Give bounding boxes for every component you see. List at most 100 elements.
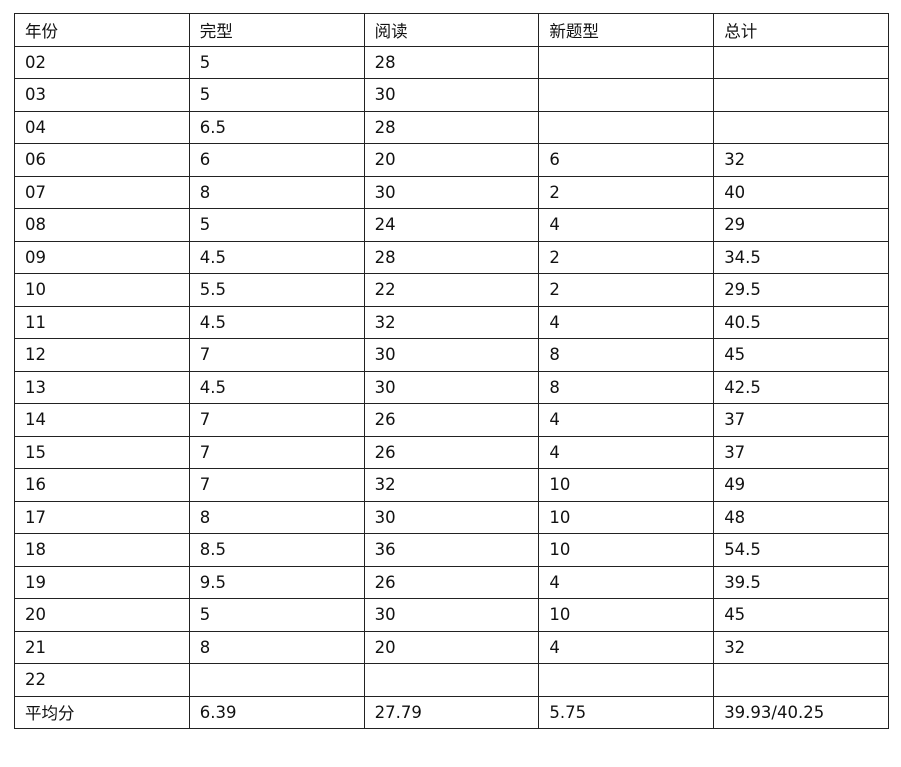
column-header-cloze: 完型	[188, 13, 365, 47]
cell-year: 04	[14, 110, 190, 144]
table-row: 02 5 28	[14, 45, 889, 79]
cell-year: 17	[14, 500, 190, 534]
cell-reading: 36	[363, 533, 540, 567]
cell-cloze: 6.39	[188, 695, 365, 729]
table-row: 13 4.5 30 8 42.5	[14, 370, 889, 404]
cell-cloze: 6.5	[188, 110, 365, 144]
column-header-reading: 阅读	[363, 13, 540, 47]
cell-cloze: 9.5	[188, 565, 365, 599]
cell-cloze: 5	[188, 78, 365, 112]
cell-year: 03	[14, 78, 190, 112]
cell-year: 08	[14, 208, 190, 242]
table-row: 15 7 26 4 37	[14, 435, 889, 469]
cell-total: 37	[713, 435, 889, 469]
column-header-year: 年份	[14, 13, 190, 47]
cell-year: 平均分	[14, 695, 190, 729]
table-row: 16 7 32 10 49	[14, 468, 889, 502]
cell-year: 22	[14, 663, 190, 697]
cell-new-type: 6	[538, 143, 715, 177]
cell-cloze: 5	[188, 208, 365, 242]
cell-reading: 28	[363, 45, 540, 79]
table-row: 03 5 30	[14, 78, 889, 112]
cell-new-type: 2	[538, 240, 715, 274]
cell-reading: 30	[363, 175, 540, 209]
cell-new-type: 2	[538, 175, 715, 209]
score-table: 年份 完型 阅读 新题型 总计 02 5 28 03 5 30 04 6.5 28 06 6 20 6 32 07 8 3…	[14, 13, 889, 729]
average-row: 平均分 6.39 27.79 5.75 39.93/40.25	[14, 695, 889, 729]
column-header-new-type: 新题型	[538, 13, 715, 47]
table-row: 21 8 20 4 32	[14, 630, 889, 664]
table-row: 07 8 30 2 40	[14, 175, 889, 209]
cell-new-type: 4	[538, 630, 715, 664]
cell-total: 54.5	[713, 533, 889, 567]
cell-total	[713, 110, 889, 144]
cell-new-type: 8	[538, 338, 715, 372]
table-row: 10 5.5 22 2 29.5	[14, 273, 889, 307]
cell-reading: 20	[363, 630, 540, 664]
cell-reading: 26	[363, 435, 540, 469]
cell-year: 21	[14, 630, 190, 664]
cell-reading	[363, 663, 540, 697]
table-row: 11 4.5 32 4 40.5	[14, 305, 889, 339]
cell-year: 19	[14, 565, 190, 599]
cell-total: 42.5	[713, 370, 889, 404]
cell-cloze: 7	[188, 435, 365, 469]
cell-cloze	[188, 663, 365, 697]
cell-reading: 30	[363, 338, 540, 372]
cell-cloze: 6	[188, 143, 365, 177]
table-row: 08 5 24 4 29	[14, 208, 889, 242]
cell-total	[713, 45, 889, 79]
cell-year: 15	[14, 435, 190, 469]
cell-cloze: 8	[188, 175, 365, 209]
cell-new-type: 10	[538, 533, 715, 567]
cell-cloze: 8	[188, 500, 365, 534]
cell-year: 12	[14, 338, 190, 372]
cell-new-type: 5.75	[538, 695, 715, 729]
cell-reading: 30	[363, 598, 540, 632]
table-row: 20 5 30 10 45	[14, 598, 889, 632]
table-body: 年份 完型 阅读 新题型 总计 02 5 28 03 5 30 04 6.5 28 06 6 20 6 32 07 8 3…	[14, 13, 889, 729]
cell-reading: 28	[363, 240, 540, 274]
cell-reading: 32	[363, 468, 540, 502]
table-row: 22	[14, 663, 889, 697]
cell-total	[713, 78, 889, 112]
table-row: 04 6.5 28	[14, 110, 889, 144]
cell-total: 32	[713, 143, 889, 177]
table-row: 14 7 26 4 37	[14, 403, 889, 437]
cell-total: 48	[713, 500, 889, 534]
cell-cloze: 5	[188, 598, 365, 632]
cell-cloze: 7	[188, 468, 365, 502]
cell-new-type: 10	[538, 468, 715, 502]
cell-total: 34.5	[713, 240, 889, 274]
table-row: 12 7 30 8 45	[14, 338, 889, 372]
cell-total: 40	[713, 175, 889, 209]
cell-total: 40.5	[713, 305, 889, 339]
cell-cloze: 7	[188, 338, 365, 372]
cell-cloze: 4.5	[188, 305, 365, 339]
cell-total: 32	[713, 630, 889, 664]
cell-reading: 30	[363, 78, 540, 112]
cell-new-type	[538, 663, 715, 697]
table-row: 17 8 30 10 48	[14, 500, 889, 534]
cell-cloze: 5	[188, 45, 365, 79]
cell-total	[713, 663, 889, 697]
cell-new-type: 4	[538, 208, 715, 242]
cell-year: 20	[14, 598, 190, 632]
cell-year: 11	[14, 305, 190, 339]
cell-total: 39.93/40.25	[713, 695, 889, 729]
header-row: 年份 完型 阅读 新题型 总计	[14, 13, 889, 47]
cell-cloze: 7	[188, 403, 365, 437]
cell-new-type	[538, 78, 715, 112]
table-row: 18 8.5 36 10 54.5	[14, 533, 889, 567]
cell-reading: 30	[363, 370, 540, 404]
cell-year: 07	[14, 175, 190, 209]
cell-year: 14	[14, 403, 190, 437]
cell-new-type: 10	[538, 598, 715, 632]
cell-cloze: 4.5	[188, 240, 365, 274]
table-row: 09 4.5 28 2 34.5	[14, 240, 889, 274]
cell-total: 49	[713, 468, 889, 502]
cell-year: 09	[14, 240, 190, 274]
cell-reading: 28	[363, 110, 540, 144]
column-header-total: 总计	[713, 13, 889, 47]
cell-year: 13	[14, 370, 190, 404]
